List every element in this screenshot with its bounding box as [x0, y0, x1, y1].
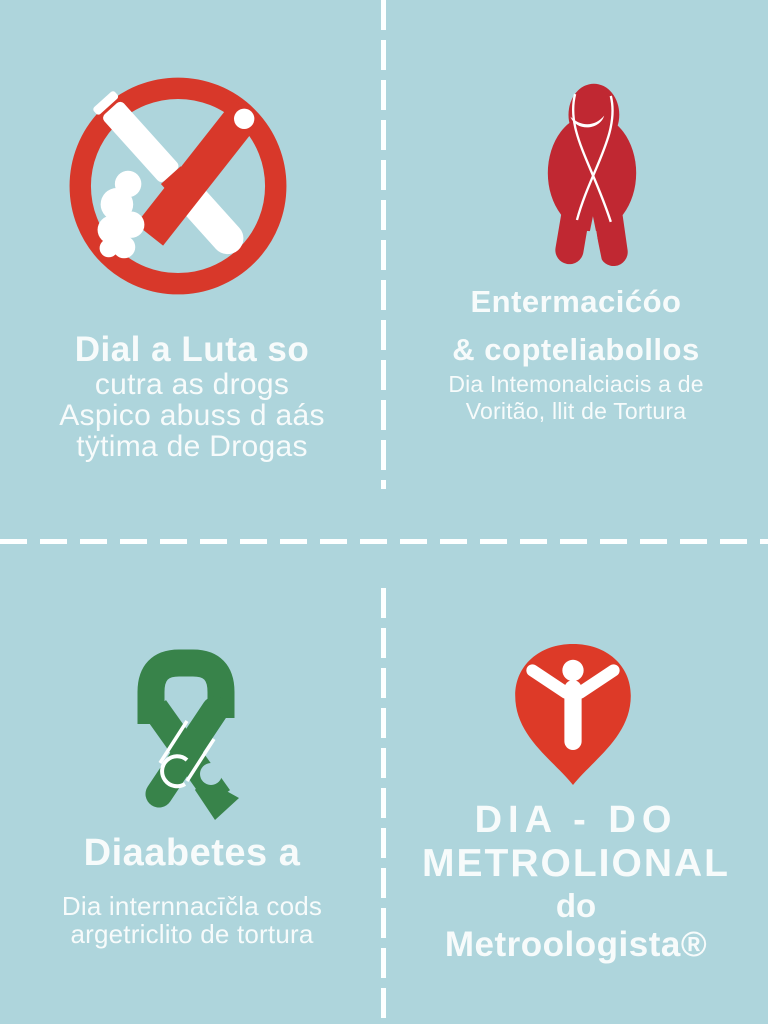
vertical-divider — [381, 0, 386, 489]
title-line: do — [555, 887, 597, 924]
ribbon-right-foot — [195, 778, 239, 820]
ribbon-left-leg — [145, 696, 229, 808]
no-smoking-icon — [69, 77, 287, 295]
quadrant-title: DIA - DO METROLIONAL do Metroologista® — [384, 798, 768, 964]
quadrant-subtitle: cutra as drogs Aspico abuss d aás tÿtima… — [0, 369, 384, 462]
subtitle-line: Dia Intemonalciacis a de — [448, 371, 704, 397]
person-location-pin-icon — [515, 644, 631, 785]
subtitle-line: tÿtima de Drogas — [76, 430, 308, 463]
quadrant-title: Dial a Luta so — [74, 330, 310, 369]
title-line: METROLIONAL — [422, 842, 730, 885]
slash-end-dot — [234, 108, 255, 129]
title-line: Metroologista® — [444, 925, 708, 964]
title-line: & copteliabollos — [452, 332, 700, 367]
ribbon-hook-mark — [160, 754, 189, 789]
ribbon-leg-gap — [582, 216, 604, 267]
ribbon-smile-mark — [570, 115, 605, 128]
quadrant-title: Diaabetes a — [83, 832, 301, 874]
subtitle-line: argetriclito de tortura — [70, 919, 314, 949]
quadrant-subtitle: Dia internnacīčla cods argetriclito de t… — [0, 892, 384, 948]
quadrant-torture-victims: Entermacićóo & copteliabollos Dia Intemo… — [384, 0, 768, 512]
ribbon-crease — [185, 738, 216, 782]
subtitle-line: Aspico abuss d aás — [59, 399, 325, 432]
quadrant-title: Entermacićóo & copteliabollos — [384, 278, 768, 374]
vertical-divider — [381, 588, 386, 1024]
person-arms-up — [526, 659, 620, 750]
subtitle-line: Dia internnacīčla cods — [61, 891, 323, 921]
red-awareness-ribbon-icon — [547, 83, 637, 267]
smoke-blob — [97, 170, 145, 259]
quadrant-meteorologist: DIA - DO METROLIONAL do Metroologista® — [384, 512, 768, 1024]
subtitle-line: cutra as drogs — [94, 368, 290, 401]
prohibition-slash — [135, 99, 261, 246]
quadrant-subtitle: Dia Intemonalciacis a de Voritão, llit d… — [384, 371, 768, 425]
ribbon-arch — [137, 649, 235, 724]
prohibition-ring — [69, 77, 287, 295]
ribbon-crease — [571, 93, 612, 223]
title-line: DIA - DO — [474, 799, 678, 841]
ribbon-circle-cutout — [200, 763, 222, 785]
ribbon-crease — [158, 720, 189, 764]
subtitle-line: Voritão, llit de Tortura — [465, 398, 687, 424]
ribbon-crease — [575, 95, 614, 221]
green-awareness-ribbon-icon — [137, 649, 239, 820]
title-line: Entermacićóo — [470, 284, 682, 319]
quadrant-diabetes: Diaabetes a Dia internnacīčla cods arget… — [0, 512, 384, 1024]
quadrant-anti-drugs: Dial a Luta so cutra as drogs Aspico abu… — [0, 0, 384, 512]
horizontal-divider — [0, 539, 768, 544]
